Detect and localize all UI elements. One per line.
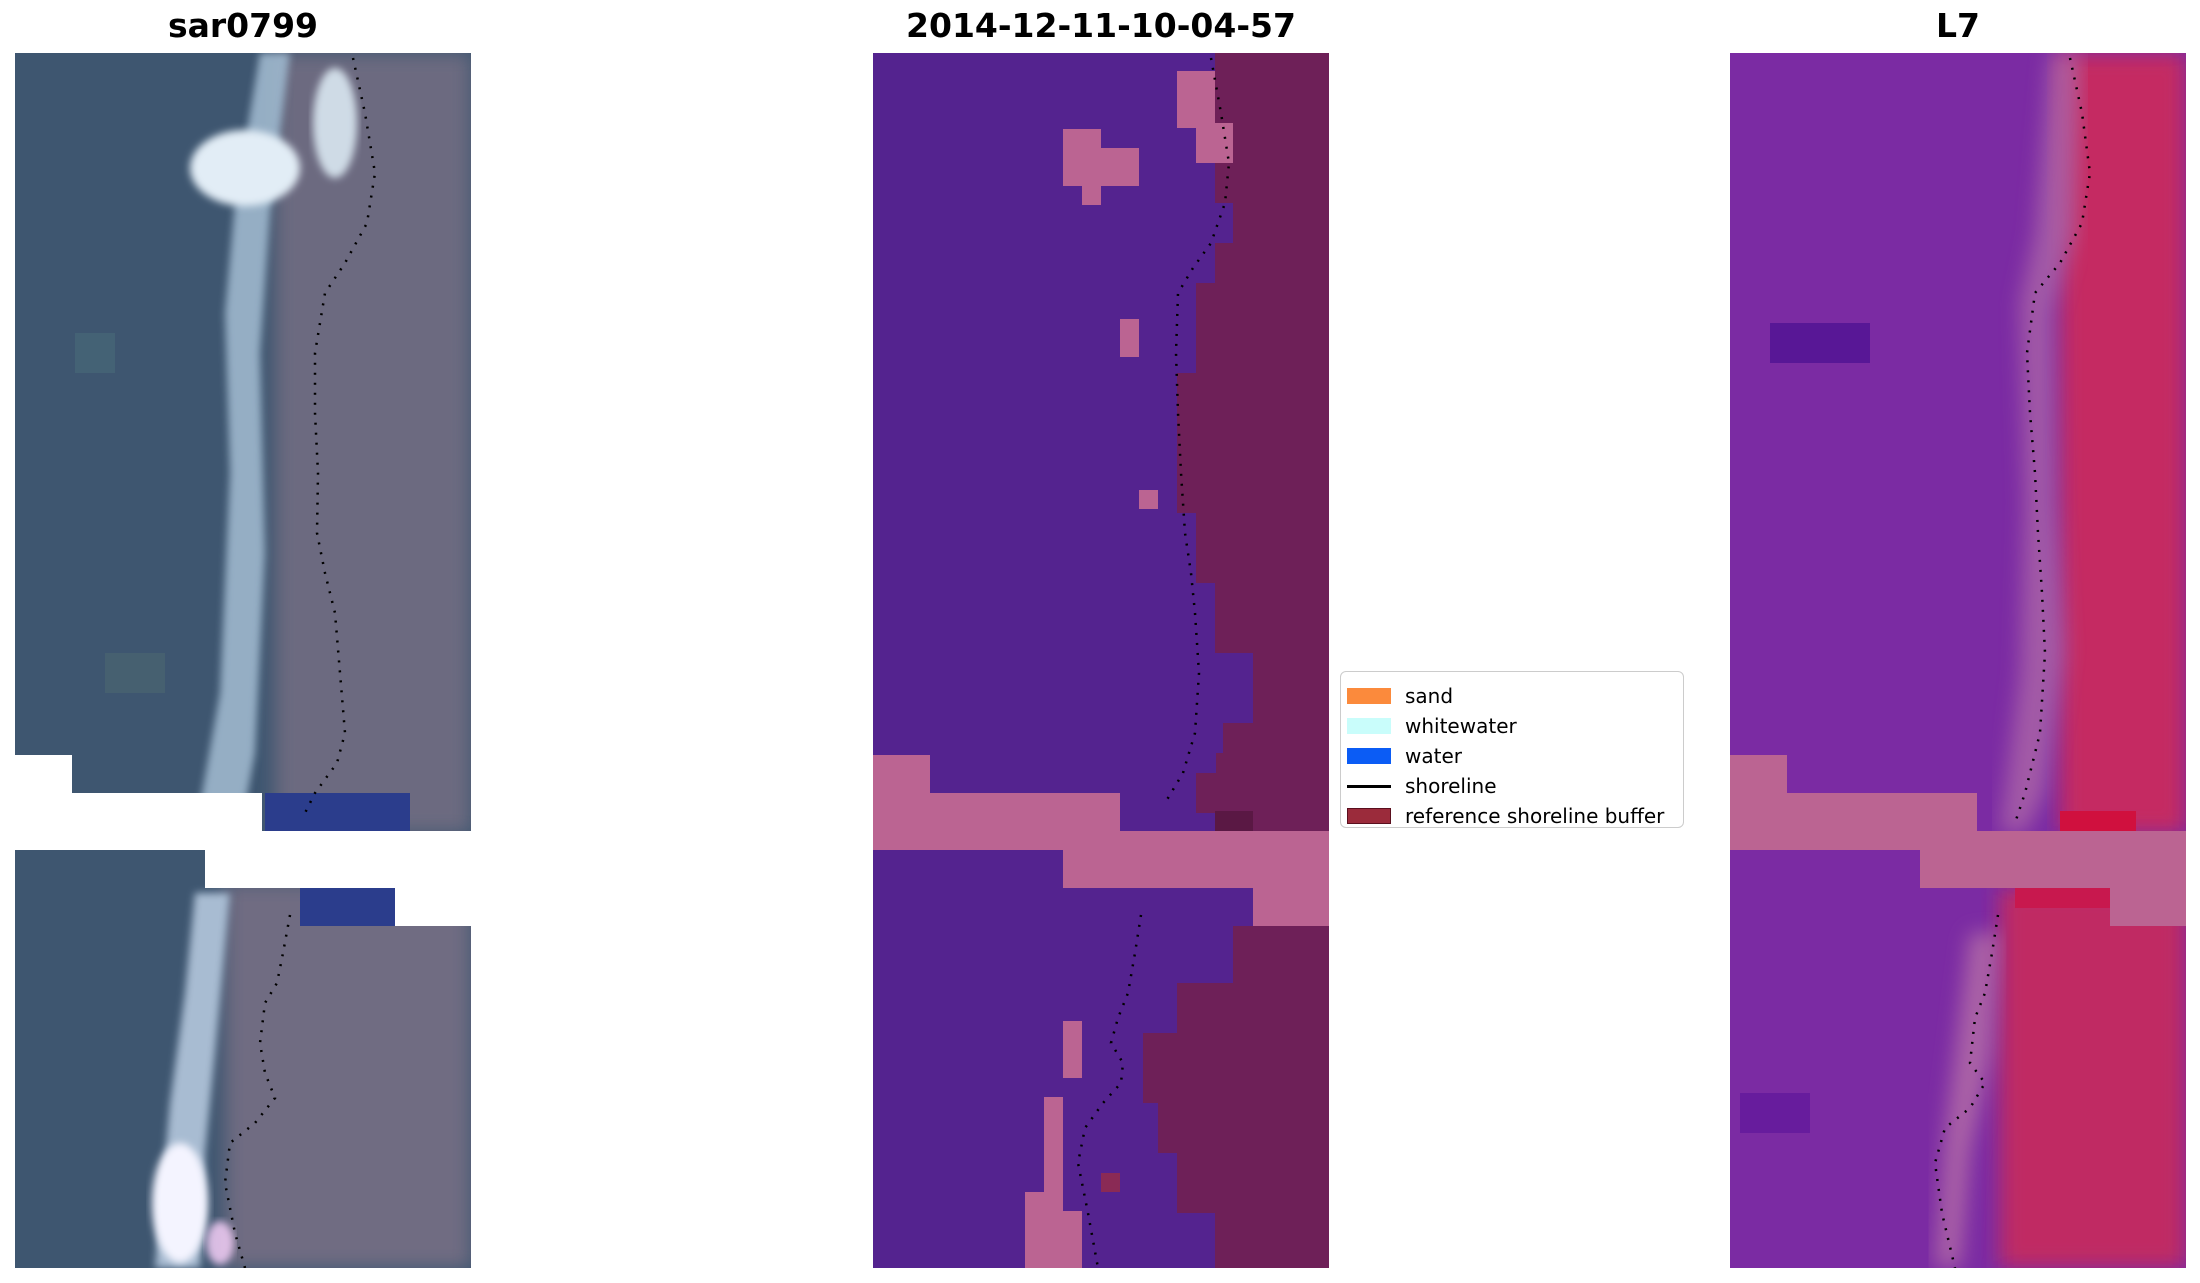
nodata-mask-right [1730, 755, 2186, 926]
panel-title-right: L7 [1936, 6, 1980, 45]
shoreline-line-icon [1347, 784, 1391, 788]
classification-panel [873, 53, 1329, 1268]
reference-buffer-swatch [1347, 808, 1391, 824]
legend: sand whitewater water shoreline referenc… [1340, 671, 1684, 828]
reference-shoreline-buffer-lower [1143, 888, 1329, 1268]
legend-label-water: water [1405, 744, 1462, 768]
legend-item-reference-buffer: reference shoreline buffer [1347, 802, 1664, 830]
legend-label-whitewater: whitewater [1405, 714, 1517, 738]
legend-label-reference-buffer: reference shoreline buffer [1405, 804, 1665, 828]
shoreline-right-lower [1933, 914, 2000, 1268]
shoreline-left [303, 57, 377, 814]
rgb-image-bottom-tile [15, 850, 471, 1268]
index-image-panel [1730, 53, 2186, 1268]
legend-item-water: water [1347, 742, 1462, 770]
legend-item-shoreline: shoreline [1347, 772, 1497, 800]
sand-swatch [1347, 688, 1391, 704]
shoreline-middle [1163, 57, 1231, 804]
panel-title-middle: 2014-12-11-10-04-57 [906, 6, 1296, 45]
panel-title-left: sar0799 [167, 6, 319, 45]
legend-item-sand: sand [1347, 682, 1453, 710]
legend-item-whitewater: whitewater [1347, 712, 1517, 740]
reference-shoreline-buffer-upper [1177, 53, 1329, 831]
legend-label-shoreline: shoreline [1405, 774, 1497, 798]
rgb-image-panel [15, 53, 471, 1268]
whitewater-swatch [1347, 718, 1391, 734]
legend-label-sand: sand [1405, 684, 1454, 708]
water-swatch [1347, 748, 1391, 764]
rgb-image-top-tile [15, 53, 471, 831]
nodata-mask [873, 71, 1329, 1268]
